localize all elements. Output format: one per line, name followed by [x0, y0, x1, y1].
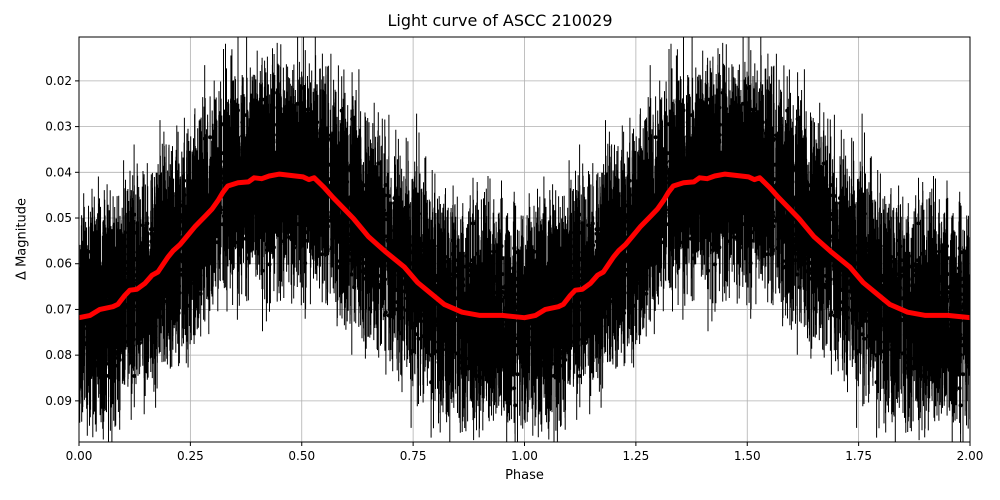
x-tick-label: 1.00 — [511, 449, 538, 463]
x-tick-label: 0.25 — [177, 449, 204, 463]
binned-model-line — [79, 171, 970, 321]
x-axis-label: Phase — [505, 468, 544, 483]
x-tick-label: 2.00 — [957, 449, 984, 463]
x-tick-label: 0.50 — [288, 449, 315, 463]
y-tick-label: 0.09 — [45, 394, 72, 408]
chart-title: Light curve of ASCC 210029 — [387, 11, 613, 30]
y-tick-label: 0.07 — [45, 302, 72, 316]
y-tick-label: 0.04 — [45, 165, 72, 179]
x-tick-label: 1.75 — [845, 449, 872, 463]
y-tick-label: 0.03 — [45, 120, 72, 134]
y-tick-label: 0.08 — [45, 348, 72, 362]
y-axis-label: Δ Magnitude — [14, 198, 30, 280]
y-tick-label: 0.02 — [45, 74, 72, 88]
y-tick-label: 0.05 — [45, 211, 72, 225]
x-tick-label: 1.25 — [623, 449, 650, 463]
x-tick-label: 0.75 — [400, 449, 427, 463]
y-axis-ticks: 0.02 0.03 0.04 0.05 0.06 0.07 0.08 0.09 — [45, 74, 79, 408]
x-tick-label: 0.00 — [66, 449, 93, 463]
y-tick-label: 0.06 — [45, 257, 72, 271]
x-tick-label: 1.50 — [734, 449, 761, 463]
x-axis-ticks: 0.00 0.25 0.50 0.75 1.00 1.25 1.50 1.75 2.00 — [66, 442, 984, 463]
